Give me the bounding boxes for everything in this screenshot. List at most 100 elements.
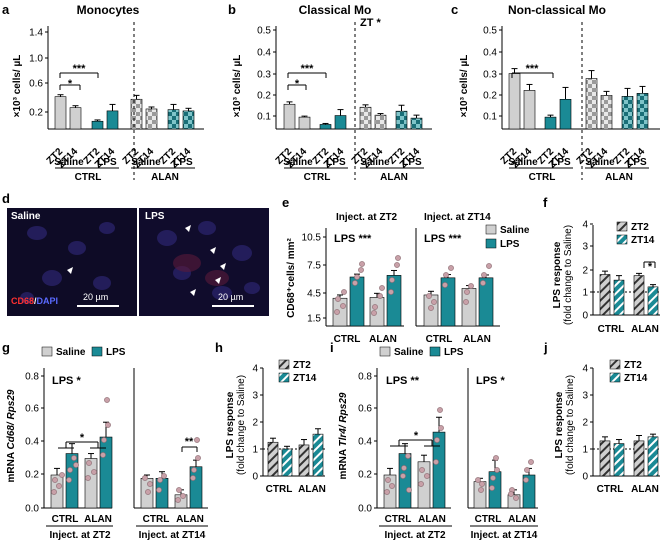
panel-e-effect-right: LPS ***: [424, 233, 462, 245]
legend-lps-swatch-e: [485, 238, 497, 249]
panel-f-bar-0: [599, 274, 611, 316]
panel-c-ylabel: ×10³ cells/ µL: [459, 55, 470, 118]
panel-a-ylabel: ×10³ cells/ µL: [12, 55, 23, 118]
panel-i-tick-label-4: 0.0: [358, 504, 372, 515]
panel-f-stat: *: [648, 261, 653, 273]
panel-g-dot-6: [66, 477, 72, 483]
panel-b-zt-effect: ZT *: [360, 17, 381, 29]
panel-e-dot-19: [443, 272, 449, 278]
panel-b-treat-1: LPS: [326, 157, 346, 168]
panel-a-group-alan: ALAN: [151, 172, 179, 183]
panel-b-bar-5: [374, 114, 387, 130]
stain-dapi: DAPI: [36, 296, 59, 306]
panel-e-dot-6: [352, 280, 358, 286]
panel-e-dot-0: [335, 296, 341, 302]
panel-j-tick-label-1: 3: [582, 391, 588, 402]
panel-c-tick-label-1: 0.4: [483, 48, 497, 59]
panel-g-dot-1: [56, 483, 62, 489]
panel-g-dot-13: [100, 452, 106, 458]
panel-e-cat-alan-1: ALAN: [369, 334, 397, 345]
legend-zt14-swatch-f: [616, 234, 628, 245]
panel-g-dot-20: [156, 487, 162, 493]
panel-j-bar-3: [647, 436, 659, 477]
panel-g-dot-27: [194, 437, 200, 443]
panel-h-cat-ctrl: CTRL: [266, 484, 293, 495]
panel-g-tick-label-4: 0.0: [25, 504, 39, 515]
panel-c-title: Non-classical Mo: [508, 3, 606, 17]
panel-b-bar-6: [395, 110, 408, 130]
legend-zt2-swatch-f: [616, 221, 628, 232]
panel-c-bar-1: [523, 90, 536, 130]
panel-j-ylabel: LPS response: [554, 391, 565, 458]
panel-e-dot-15: [395, 255, 401, 261]
panel-g-dot-8: [86, 460, 92, 466]
panel-g-inject-zt2: Inject. at ZT2: [49, 530, 111, 541]
panel-b-bar-4: [359, 106, 372, 130]
panel-i-bar-3: [432, 431, 446, 509]
legend-zt14-swatch-j: [609, 372, 621, 383]
panel-g-dot-26: [190, 475, 196, 481]
panel-c-treat-3: LPS: [627, 157, 647, 168]
legend-zt14-swatch-h: [278, 372, 290, 383]
panel-g-dot-5: [71, 455, 77, 461]
panel-b-tick-label-3: 0.2: [257, 91, 271, 102]
legend-zt2-swatch-h: [278, 359, 290, 370]
panel-i-dot-11: [438, 425, 444, 431]
panel-i-dot-26: [523, 477, 529, 483]
panel-i-dot-19: [489, 485, 495, 491]
legend-saline-swatch-g: [41, 346, 53, 357]
panel-g-dot-12: [105, 422, 111, 428]
panel-f-cat-ctrl: CTRL: [598, 324, 625, 335]
panel-e-dot-8: [372, 304, 378, 310]
panel-j-bar-2: [633, 440, 645, 477]
panel-e-tick-label-0: 10.5: [302, 233, 322, 244]
panel-e-ylabel: CD68⁺cells/ mm²: [286, 237, 297, 317]
panel-i-cat-alan-1: ALAN: [418, 514, 446, 525]
panel-f-tick-label-2: 2: [582, 266, 588, 277]
panel-i-dot-25: [528, 459, 534, 465]
panel-e-dot-16: [426, 293, 432, 299]
panel-b-tick-label-0: 0.5: [257, 26, 271, 37]
panel-g-bar-2: [84, 458, 98, 509]
panel-b-tick-label-4: 0.1: [257, 112, 271, 123]
panel-f-cat-alan: ALAN: [631, 324, 659, 335]
panel-f-bar-3: [647, 286, 659, 316]
panel-g-dot-22: [180, 493, 186, 499]
panel-g-tick-label-1: 0.6: [25, 404, 39, 415]
panel-e-dot-22: [464, 289, 470, 295]
panel-c-tick-label-3: 0.2: [483, 91, 497, 102]
panel-h-tick-label-0: 4: [252, 364, 258, 375]
panel-e-legend-lps: LPS: [500, 239, 520, 250]
panel-i: mRNA Tlr4/ Rps29 0.80.60.40.20.0 Saline …: [338, 346, 538, 541]
panel-e-dot-17: [431, 299, 437, 305]
panel-h-tick-label-4: 0: [252, 472, 258, 483]
panel-c-bar-4: [585, 78, 598, 130]
panel-e-dot-7: [359, 261, 365, 267]
panel-e-cat-ctrl-2: CTRL: [426, 334, 453, 345]
panel-f: LPS response (fold change to Saline) 4 3 2…: [552, 220, 660, 335]
panel-h-tick-label-3: 1: [252, 445, 258, 456]
panel-g-dot-3: [59, 472, 65, 478]
panel-c-bar-0: [508, 73, 521, 130]
panel-e-dot-27: [480, 280, 486, 286]
panel-a-stat-1: *: [68, 78, 73, 90]
panel-e-dot-23: [468, 283, 474, 289]
panel-h-tick-label-2: 2: [252, 418, 258, 429]
panel-e-dot-9: [377, 293, 383, 299]
panel-e-dot-14: [388, 289, 394, 295]
panel-g-dot-18: [157, 477, 163, 483]
panel-b-title: Classical Mo: [299, 3, 372, 17]
panel-j-tick-label-4: 0: [582, 472, 588, 483]
panel-i-tick-label-1: 0.6: [358, 404, 372, 415]
panel-b-stat-1: *: [295, 78, 300, 90]
panel-letter-i: i: [330, 340, 334, 355]
panel-e-dot-26: [486, 263, 492, 269]
panel-f-bar-1: [613, 279, 625, 316]
panel-c-treat-1: LPS: [551, 157, 571, 168]
panel-g-tick-label-0: 0.8: [25, 372, 39, 383]
panel-i-tick-label-2: 0.4: [358, 437, 372, 448]
panel-a-tick-label-2: 0.6: [29, 79, 43, 90]
panel-a-tick-label-3: 0.2: [29, 108, 43, 119]
panel-g-cat-alan-1: ALAN: [84, 514, 112, 525]
panel-i-dot-23: [508, 491, 514, 497]
